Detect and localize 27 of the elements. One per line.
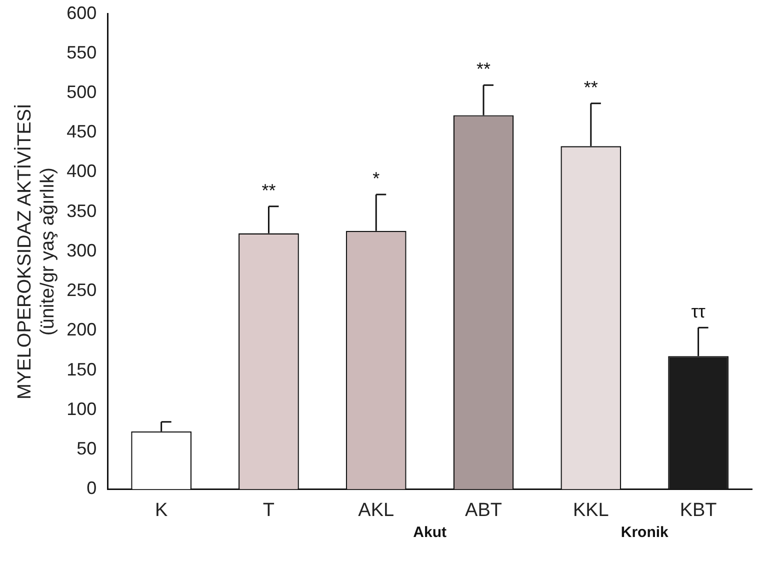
x-tick-label: ABT <box>465 500 502 521</box>
y-tick-label: 50 <box>76 438 97 459</box>
x-tick-label: KBT <box>680 500 718 521</box>
annotation: ** <box>584 77 598 98</box>
y-tick-label: 300 <box>66 240 97 260</box>
y-tick-label: 250 <box>66 280 97 300</box>
y-tick-label: 550 <box>66 42 97 62</box>
annotation: ** <box>476 59 491 80</box>
y-axis-title: MYELOPEROKSIDAZ AKTİVİTESİ (ünite/gr yaş ağırlık) <box>14 104 58 400</box>
text: Akut <box>413 524 446 541</box>
y-tick-label: 350 <box>66 200 97 221</box>
y-tick-label: 600 <box>66 2 97 23</box>
y-tick-label: 0 <box>86 478 97 498</box>
annotation: ** <box>262 180 276 200</box>
y-tick-label: 200 <box>66 320 97 340</box>
annotation: * <box>372 168 380 188</box>
x-tick-label: AKL <box>358 500 394 521</box>
annotation: ττ <box>691 302 706 322</box>
y-tick-label: 150 <box>66 359 97 380</box>
text: Kronik <box>620 524 670 541</box>
y-tick-label: 500 <box>66 82 97 102</box>
x-tick-label: K <box>154 500 168 521</box>
y-tick-label: 100 <box>66 398 97 419</box>
x-tick-label: KKL <box>572 500 609 521</box>
x-tick-label: T <box>262 500 275 521</box>
y-tick-label: 450 <box>66 122 97 142</box>
y-tick-label: 400 <box>66 161 97 182</box>
